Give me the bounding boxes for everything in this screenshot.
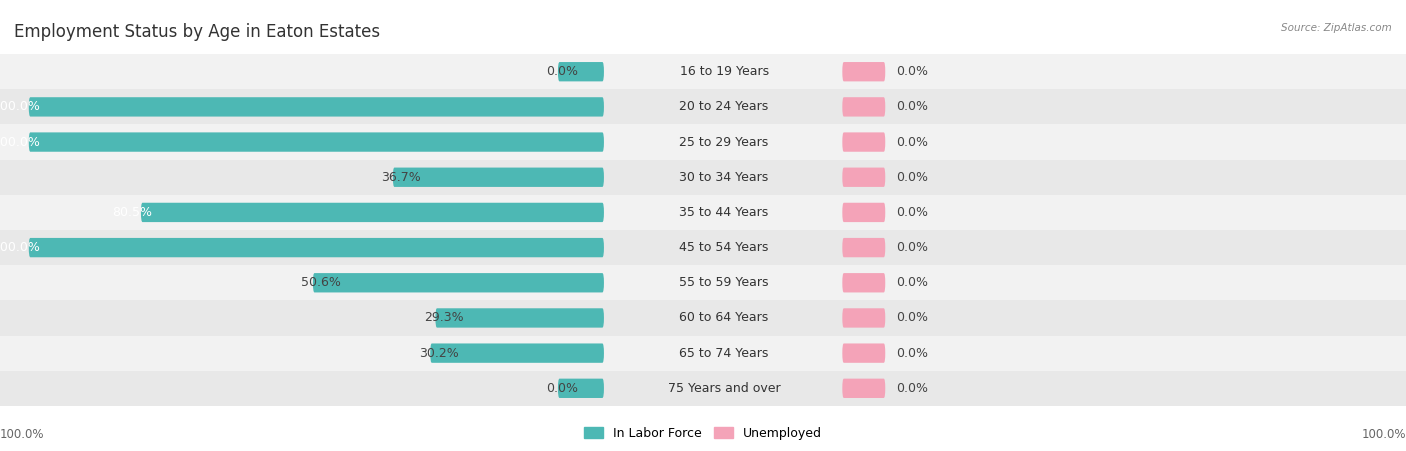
Text: 0.0%: 0.0% xyxy=(896,101,928,113)
Text: 29.3%: 29.3% xyxy=(425,312,464,324)
Text: 75 Years and over: 75 Years and over xyxy=(668,382,780,395)
FancyBboxPatch shape xyxy=(558,379,605,398)
Bar xyxy=(0,265,1406,300)
FancyBboxPatch shape xyxy=(28,97,605,116)
Text: 65 to 74 Years: 65 to 74 Years xyxy=(679,347,769,359)
Text: Source: ZipAtlas.com: Source: ZipAtlas.com xyxy=(1281,23,1392,32)
Bar xyxy=(0,195,1406,230)
Text: 0.0%: 0.0% xyxy=(896,65,928,78)
Text: 0.0%: 0.0% xyxy=(896,171,928,184)
Bar xyxy=(0,371,1406,406)
Text: 100.0%: 100.0% xyxy=(0,101,41,113)
Bar xyxy=(0,230,1406,265)
Text: 0.0%: 0.0% xyxy=(896,347,928,359)
Bar xyxy=(0,371,1406,406)
Bar xyxy=(0,195,1406,230)
Bar xyxy=(0,160,1406,195)
Bar xyxy=(0,300,1406,336)
Text: 25 to 29 Years: 25 to 29 Years xyxy=(679,136,769,148)
Text: 0.0%: 0.0% xyxy=(896,241,928,254)
Text: 0.0%: 0.0% xyxy=(896,276,928,289)
Legend: In Labor Force, Unemployed: In Labor Force, Unemployed xyxy=(579,422,827,445)
Text: 30 to 34 Years: 30 to 34 Years xyxy=(679,171,769,184)
Text: 0.0%: 0.0% xyxy=(547,382,578,395)
FancyBboxPatch shape xyxy=(842,273,886,292)
Bar xyxy=(0,124,1406,160)
FancyBboxPatch shape xyxy=(842,238,886,257)
Bar xyxy=(0,54,1406,89)
Bar xyxy=(0,265,1406,300)
Bar xyxy=(0,160,1406,195)
FancyBboxPatch shape xyxy=(436,308,605,327)
FancyBboxPatch shape xyxy=(392,168,605,187)
Text: 0.0%: 0.0% xyxy=(896,312,928,324)
FancyBboxPatch shape xyxy=(842,379,886,398)
FancyBboxPatch shape xyxy=(430,344,605,363)
Text: 16 to 19 Years: 16 to 19 Years xyxy=(679,65,769,78)
Text: 100.0%: 100.0% xyxy=(0,136,41,148)
FancyBboxPatch shape xyxy=(28,133,605,152)
FancyBboxPatch shape xyxy=(842,203,886,222)
Bar xyxy=(0,336,1406,371)
FancyBboxPatch shape xyxy=(558,62,605,81)
Bar xyxy=(0,300,1406,336)
FancyBboxPatch shape xyxy=(842,168,886,187)
Text: 0.0%: 0.0% xyxy=(547,65,578,78)
Text: 35 to 44 Years: 35 to 44 Years xyxy=(679,206,769,219)
Text: 50.6%: 50.6% xyxy=(301,276,342,289)
FancyBboxPatch shape xyxy=(314,273,605,292)
Text: 36.7%: 36.7% xyxy=(381,171,420,184)
Text: 45 to 54 Years: 45 to 54 Years xyxy=(679,241,769,254)
Text: 0.0%: 0.0% xyxy=(896,382,928,395)
Bar xyxy=(0,336,1406,371)
Bar xyxy=(0,265,1406,300)
FancyBboxPatch shape xyxy=(28,238,605,257)
Text: 80.5%: 80.5% xyxy=(112,206,152,219)
Bar xyxy=(0,300,1406,336)
Bar xyxy=(0,371,1406,406)
Bar xyxy=(0,54,1406,89)
FancyBboxPatch shape xyxy=(141,203,605,222)
Bar xyxy=(0,124,1406,160)
Bar xyxy=(0,89,1406,124)
Bar xyxy=(0,230,1406,265)
Text: 0.0%: 0.0% xyxy=(896,136,928,148)
FancyBboxPatch shape xyxy=(842,344,886,363)
Text: 100.0%: 100.0% xyxy=(1361,428,1406,442)
Bar xyxy=(0,336,1406,371)
Text: 60 to 64 Years: 60 to 64 Years xyxy=(679,312,769,324)
Bar xyxy=(0,195,1406,230)
FancyBboxPatch shape xyxy=(842,133,886,152)
Text: 30.2%: 30.2% xyxy=(419,347,458,359)
FancyBboxPatch shape xyxy=(842,62,886,81)
Text: Employment Status by Age in Eaton Estates: Employment Status by Age in Eaton Estate… xyxy=(14,23,380,41)
Text: 100.0%: 100.0% xyxy=(0,428,45,442)
Bar xyxy=(0,54,1406,89)
Text: 100.0%: 100.0% xyxy=(0,241,41,254)
Bar xyxy=(0,230,1406,265)
Bar xyxy=(0,89,1406,124)
FancyBboxPatch shape xyxy=(842,308,886,327)
Text: 55 to 59 Years: 55 to 59 Years xyxy=(679,276,769,289)
Bar xyxy=(0,160,1406,195)
Text: 20 to 24 Years: 20 to 24 Years xyxy=(679,101,769,113)
Text: 0.0%: 0.0% xyxy=(896,206,928,219)
Bar xyxy=(0,124,1406,160)
FancyBboxPatch shape xyxy=(842,97,886,116)
Bar xyxy=(0,89,1406,124)
